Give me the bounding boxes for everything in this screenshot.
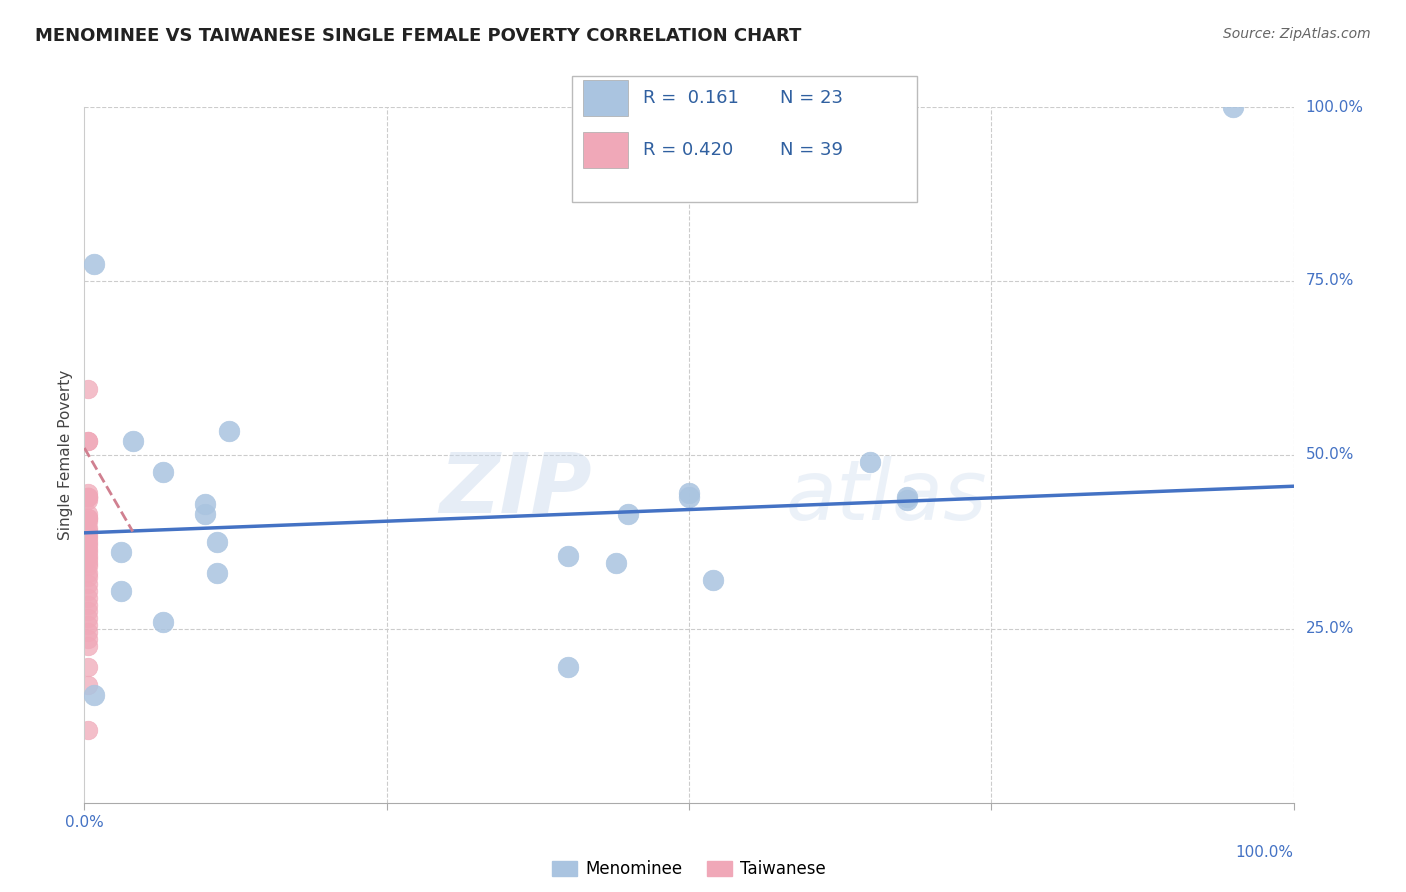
Point (194, 507, 217, 521)
Point (83, 256, 105, 270)
Point (77, 605, 100, 619)
Point (77, 598, 100, 612)
Point (557, 549, 579, 563)
Text: MENOMINEE VS TAIWANESE SINGLE FEMALE POVERTY CORRELATION CHART: MENOMINEE VS TAIWANESE SINGLE FEMALE POV… (35, 27, 801, 45)
Point (77, 583, 100, 598)
Point (77, 434, 100, 448)
Point (77, 490, 100, 504)
Text: 50.0%: 50.0% (1306, 448, 1354, 462)
Point (77, 490, 100, 504)
Point (77, 559, 100, 574)
Point (77, 510, 100, 524)
Point (617, 507, 640, 521)
Point (77, 507, 100, 521)
Point (896, 493, 918, 508)
Point (194, 497, 217, 511)
Text: 75.0%: 75.0% (1306, 274, 1354, 288)
Point (77, 524, 100, 539)
Point (678, 486, 700, 500)
Text: ZIP: ZIP (440, 450, 592, 530)
Point (77, 486, 100, 500)
Point (1222, 100, 1244, 114)
Point (77, 541, 100, 556)
Point (77, 532, 100, 546)
Point (77, 566, 100, 581)
Legend: Menominee, Taiwanese: Menominee, Taiwanese (546, 854, 832, 885)
Point (110, 583, 132, 598)
Point (77, 521, 100, 535)
Point (77, 660, 100, 674)
Point (557, 660, 579, 674)
Point (77, 632, 100, 647)
Point (77, 490, 100, 504)
Point (207, 566, 229, 581)
Point (77, 545, 100, 559)
Text: 100.0%: 100.0% (1306, 100, 1364, 114)
Point (77, 677, 100, 691)
Point (77, 528, 100, 542)
Point (77, 552, 100, 566)
Point (702, 573, 724, 587)
Point (605, 556, 627, 570)
Point (77, 382, 100, 396)
Y-axis label: Single Female Poverty: Single Female Poverty (58, 370, 73, 540)
Point (207, 535, 229, 549)
Point (77, 723, 100, 737)
Text: atlas: atlas (786, 456, 987, 537)
Point (152, 466, 174, 480)
Point (152, 615, 174, 629)
Point (77, 434, 100, 448)
Point (77, 611, 100, 625)
Point (77, 591, 100, 605)
Text: N = 39: N = 39 (780, 141, 844, 159)
Point (77, 493, 100, 508)
Point (83, 688, 105, 702)
Text: 25.0%: 25.0% (1306, 622, 1354, 636)
Point (77, 576, 100, 591)
Point (121, 434, 143, 448)
Point (77, 549, 100, 563)
Text: N = 23: N = 23 (780, 89, 844, 107)
Point (77, 510, 100, 524)
Text: R = 0.420: R = 0.420 (643, 141, 733, 159)
Text: Source: ZipAtlas.com: Source: ZipAtlas.com (1223, 27, 1371, 41)
Point (77, 618, 100, 632)
Point (678, 490, 700, 504)
Point (77, 556, 100, 570)
Point (77, 538, 100, 552)
Point (110, 545, 132, 559)
Point (77, 570, 100, 584)
Point (218, 424, 240, 438)
Point (859, 455, 882, 469)
Point (77, 625, 100, 640)
Point (77, 639, 100, 653)
Text: 100.0%: 100.0% (1236, 845, 1294, 860)
Point (77, 514, 100, 528)
Point (77, 535, 100, 549)
Point (896, 490, 918, 504)
Text: R =  0.161: R = 0.161 (643, 89, 738, 107)
